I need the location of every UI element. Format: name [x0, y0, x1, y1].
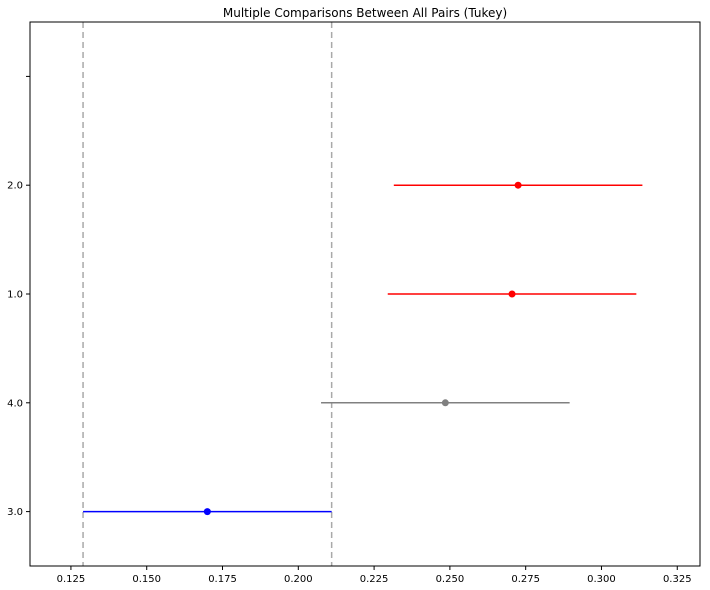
- x-tick-label: 0.325: [663, 574, 692, 585]
- plot-area: 0.125 0.150 0.175 0.200 0.225 0.250 0.275 0.300…: [7, 21, 701, 585]
- x-tick-label: 0.150: [132, 574, 161, 585]
- y-tick-label: 4.0: [7, 398, 23, 409]
- plot-frame: [29, 21, 701, 567]
- x-tick-label: 0.275: [511, 574, 540, 585]
- mean-point-2.0: [514, 181, 522, 189]
- y-tick-label: 3.0: [7, 507, 23, 518]
- x-tick-label: 0.200: [284, 574, 313, 585]
- x-tick-label: 0.175: [208, 574, 237, 585]
- y-tick-label: 1.0: [7, 290, 23, 301]
- mean-point-3.0: [203, 508, 211, 516]
- mean-point-4.0: [441, 399, 449, 407]
- y-tick-label: 2.0: [7, 181, 23, 192]
- x-tick-label: 0.225: [360, 574, 389, 585]
- mean-point-1.0: [508, 290, 516, 298]
- x-tick-label: 0.250: [436, 574, 465, 585]
- x-tick-label: 0.125: [57, 574, 86, 585]
- chart-title: Multiple Comparisons Between All Pairs (…: [223, 6, 507, 20]
- x-tick-label: 0.300: [587, 574, 616, 585]
